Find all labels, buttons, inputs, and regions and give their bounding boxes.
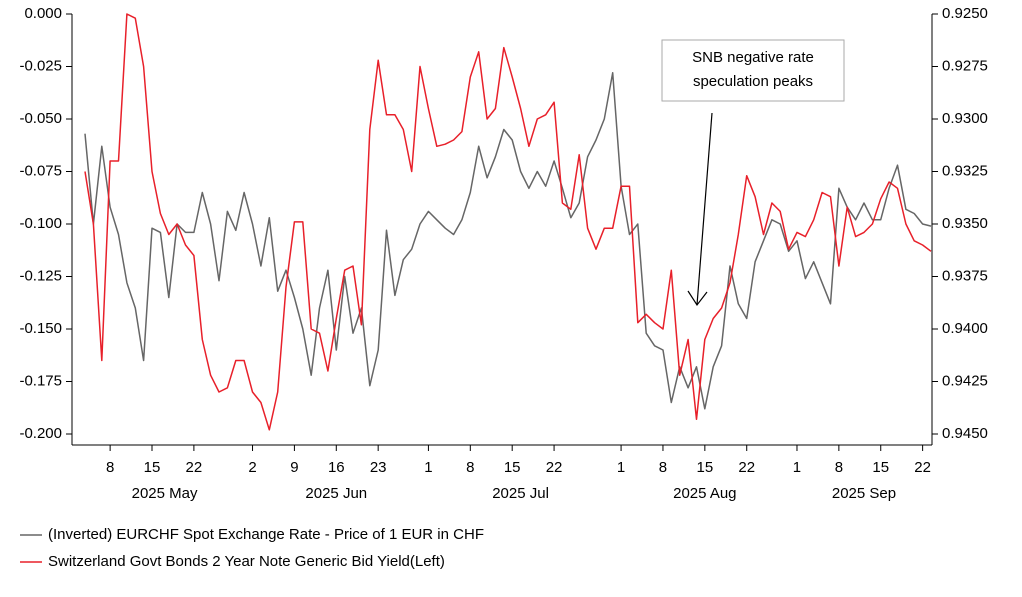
- y2-tick-label: 0.9275: [942, 57, 988, 74]
- annotation-arrow: [696, 112, 713, 306]
- y2-tick-label: 0.9400: [942, 320, 988, 337]
- x-tick-label: 8: [106, 459, 114, 476]
- series-line: [84, 13, 932, 431]
- legend-label: (Inverted) EURCHF Spot Exchange Rate - P…: [48, 526, 484, 543]
- x-tick-label: 22: [186, 459, 203, 476]
- y2-tick-label: 0.9350: [942, 215, 988, 232]
- x-tick-label: 8: [466, 459, 474, 476]
- x-group-label: 2025 Aug: [673, 485, 736, 502]
- y-tick-label: -0.025: [19, 57, 62, 74]
- annotation: SNB negative rate speculation peaks: [661, 39, 845, 307]
- x-tick-label: 16: [328, 459, 345, 476]
- x-tick-label: 22: [738, 459, 755, 476]
- y2-tick-label: 0.9325: [942, 162, 988, 179]
- y-tick-label: -0.075: [19, 162, 62, 179]
- x-tick-label: 15: [696, 459, 713, 476]
- x-tick-label: 15: [144, 459, 161, 476]
- y2-tick-label: 0.9300: [942, 110, 988, 127]
- x-tick-label: 22: [914, 459, 931, 476]
- x-tick-label: 8: [659, 459, 667, 476]
- y-tick-label: -0.200: [19, 425, 62, 442]
- y-tick-label: -0.125: [19, 267, 62, 284]
- x-tick-label: 8: [835, 459, 843, 476]
- x-tick-label: 1: [424, 459, 432, 476]
- annotation-box: [661, 39, 845, 102]
- legend-label: Switzerland Govt Bonds 2 Year Note Gener…: [48, 553, 445, 570]
- x-tick-label: 22: [546, 459, 563, 476]
- annotation-line: speculation peaks: [693, 73, 813, 90]
- annotation-arrowhead: [687, 290, 708, 307]
- y2-tick-label: 0.9375: [942, 267, 988, 284]
- y-tick-label: -0.050: [19, 110, 62, 127]
- series-line: [84, 72, 932, 410]
- y2-tick-label: 0.9425: [942, 372, 988, 389]
- x-tick-label: 1: [617, 459, 625, 476]
- y2-tick-label: 0.9250: [942, 5, 988, 22]
- y-tick-label: -0.100: [19, 215, 62, 232]
- y-tick-label: 0.000: [24, 5, 62, 22]
- x-group-label: 2025 Sep: [832, 485, 896, 502]
- x-tick-label: 15: [504, 459, 521, 476]
- x-tick-label: 9: [290, 459, 298, 476]
- x-group-label: 2025 May: [132, 485, 198, 502]
- y-tick-label: -0.150: [19, 320, 62, 337]
- x-tick-label: 15: [872, 459, 889, 476]
- x-tick-label: 2: [248, 459, 256, 476]
- y2-tick-label: 0.9450: [942, 425, 988, 442]
- y-tick-label: -0.175: [19, 372, 62, 389]
- x-tick-label: 1: [793, 459, 801, 476]
- x-group-label: 2025 Jul: [492, 485, 549, 502]
- annotation-line: SNB negative rate: [692, 49, 814, 66]
- x-group-label: 2025 Jun: [305, 485, 367, 502]
- x-tick-label: 23: [370, 459, 387, 476]
